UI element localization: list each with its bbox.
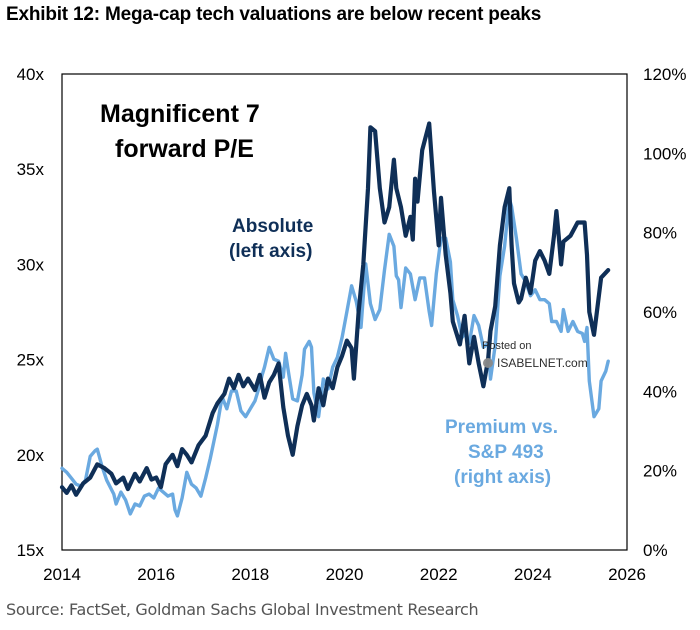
plot-area bbox=[61, 73, 628, 551]
x-tick-label: 2026 bbox=[608, 565, 646, 584]
x-tick-label: 2024 bbox=[514, 565, 552, 584]
y-right-tick-label: 60% bbox=[643, 303, 677, 322]
y-right-tick-label: 80% bbox=[643, 224, 677, 243]
y-right-tick-label: 40% bbox=[643, 382, 677, 401]
y-right-tick-label: 120% bbox=[643, 65, 686, 84]
source-note: Source: FactSet, Goldman Sachs Global In… bbox=[6, 600, 479, 619]
annotation-absolute: Absolute bbox=[232, 216, 313, 237]
watermark-line1: Posted on bbox=[482, 340, 532, 352]
series-absolute-line bbox=[59, 121, 611, 497]
series-layer bbox=[59, 121, 611, 518]
y-left-tick-label: 15x bbox=[17, 541, 45, 560]
annotation-magnificent-7: Magnificent 7 bbox=[100, 100, 260, 128]
x-tick-label: 2014 bbox=[43, 565, 81, 584]
y-left-tick-label: 25x bbox=[17, 351, 45, 370]
annotation-forward-pe: forward P/E bbox=[115, 135, 254, 163]
annotation-left-axis: (left axis) bbox=[229, 241, 312, 262]
x-tick-label: 2018 bbox=[231, 565, 269, 584]
y-left-tick-label: 40x bbox=[17, 65, 45, 84]
watermark-logo-icon bbox=[483, 358, 493, 368]
watermark-line2: ISABELNET.com bbox=[497, 356, 588, 370]
annotation-right-axis: (right axis) bbox=[454, 467, 551, 488]
y-left-tick-label: 20x bbox=[17, 446, 45, 465]
x-axis-ticks: 2014 2016 2018 2020 2022 2024 2026 bbox=[43, 565, 646, 584]
chart-title: Exhibit 12: Mega-cap tech valuations are… bbox=[6, 4, 542, 25]
x-tick-label: 2020 bbox=[326, 565, 364, 584]
y-right-tick-label: 20% bbox=[643, 462, 677, 481]
y-left-tick-label: 30x bbox=[17, 255, 45, 274]
annotation-premium: Premium vs. bbox=[445, 417, 558, 438]
watermark: Posted on ISABELNET.com bbox=[482, 340, 588, 370]
x-tick-label: 2022 bbox=[420, 565, 458, 584]
y-right-tick-label: 100% bbox=[643, 144, 686, 163]
annotation-sp493: S&P 493 bbox=[468, 442, 544, 463]
left-axis-ticks: 15x 20x 25x 30x 35x 40x bbox=[17, 65, 45, 560]
y-right-tick-label: 0% bbox=[643, 541, 668, 560]
right-axis-ticks: 0% 20% 40% 60% 80% 100% 120% bbox=[643, 65, 686, 560]
x-tick-label: 2016 bbox=[137, 565, 175, 584]
y-left-tick-label: 35x bbox=[17, 160, 45, 179]
